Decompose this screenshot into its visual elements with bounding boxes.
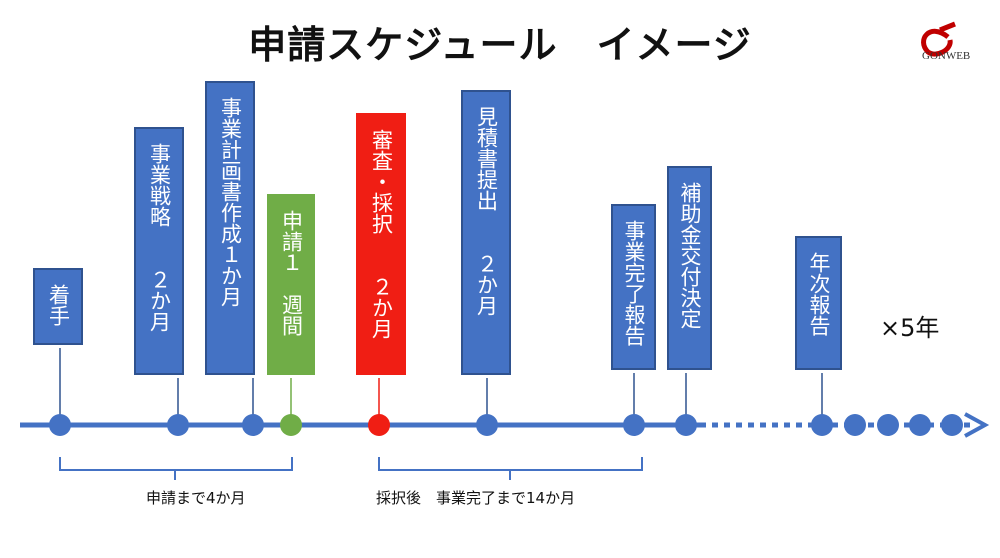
milestone bbox=[476, 414, 498, 436]
repeat-note: ×5年 bbox=[880, 314, 940, 342]
milestone bbox=[167, 414, 189, 436]
milestone bbox=[49, 414, 71, 436]
logo-mark bbox=[921, 21, 956, 57]
step-label: 申請１ 週間 bbox=[279, 210, 304, 336]
step-label: 年次報告 bbox=[807, 252, 831, 336]
repeat-dot bbox=[877, 414, 899, 436]
milestone bbox=[368, 414, 390, 436]
step-box: 事業戦略 ２か月 bbox=[134, 127, 184, 375]
bracket bbox=[59, 457, 293, 480]
step-box: 年次報告 bbox=[795, 236, 842, 370]
milestone bbox=[811, 414, 833, 436]
step-label: 見積書提出 ２か月 bbox=[474, 106, 499, 316]
step-label: 事業計画書作成１か月 bbox=[218, 97, 243, 307]
milestone bbox=[675, 414, 697, 436]
repeat-dot bbox=[941, 414, 963, 436]
repeat-dot bbox=[909, 414, 931, 436]
milestone bbox=[280, 414, 302, 436]
step-label: 事業戦略 ２か月 bbox=[147, 143, 172, 332]
step-label: 事業完了報告 bbox=[622, 220, 646, 346]
step-label: 補助金交付決定 bbox=[678, 182, 702, 329]
step-box: 事業計画書作成１か月 bbox=[205, 81, 255, 375]
milestone bbox=[623, 414, 645, 436]
bracket-label: 採択後 事業完了まで14か月 bbox=[376, 489, 576, 507]
step-box: 事業完了報告 bbox=[611, 204, 656, 370]
arrow-head bbox=[964, 412, 990, 438]
step-label: 着手 bbox=[46, 284, 71, 326]
step-label: 審査・採択 ２か月 bbox=[369, 129, 394, 339]
logo: GONWEB bbox=[922, 50, 971, 62]
step-box: 申請１ 週間 bbox=[267, 194, 315, 375]
repeat-dot bbox=[844, 414, 866, 436]
step-box: 審査・採択 ２か月 bbox=[356, 113, 406, 375]
step-box: 補助金交付決定 bbox=[667, 166, 712, 370]
step-box: 着手 bbox=[33, 268, 83, 345]
milestone bbox=[242, 414, 264, 436]
bracket-label: 申請まで4か月 bbox=[146, 489, 246, 507]
step-box: 見積書提出 ２か月 bbox=[461, 90, 511, 375]
bracket bbox=[378, 457, 643, 480]
title: 申請スケジュール イメージ bbox=[248, 23, 752, 67]
